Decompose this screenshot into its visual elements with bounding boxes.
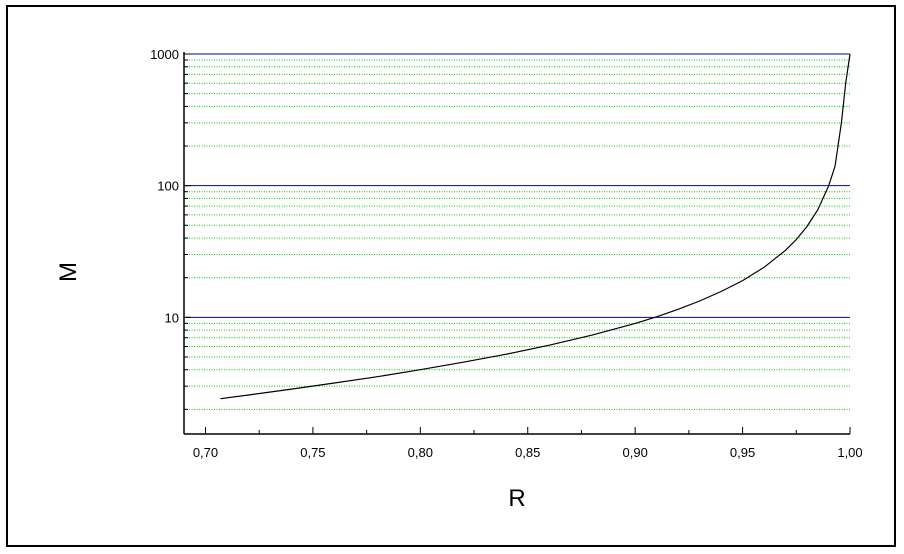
x-tick-label: 0,75 — [300, 445, 325, 460]
label-layer: 10 100 1000 0,70 0,75 0,80 0,85 0,90 0,95 1,00 — [150, 47, 863, 460]
grid-layer — [184, 53, 850, 410]
y-axis-title: M — [55, 262, 82, 282]
x-tick-label: 0,80 — [408, 445, 433, 460]
axis-layer — [183, 52, 851, 435]
y-tick-label: 1000 — [150, 47, 179, 62]
x-axis-title: R — [508, 485, 525, 512]
x-tick-label: 0,70 — [193, 445, 218, 460]
y-tick-label: 100 — [157, 179, 179, 194]
x-tick-label: 1,00 — [837, 445, 862, 460]
x-tick-label: 0,85 — [515, 445, 540, 460]
series-line — [220, 53, 851, 400]
x-tick-label: 0,95 — [730, 445, 755, 460]
x-tick-label: 0,90 — [623, 445, 648, 460]
y-tick-label: 10 — [165, 310, 179, 325]
series-layer — [220, 53, 851, 400]
chart-frame — [6, 5, 896, 547]
